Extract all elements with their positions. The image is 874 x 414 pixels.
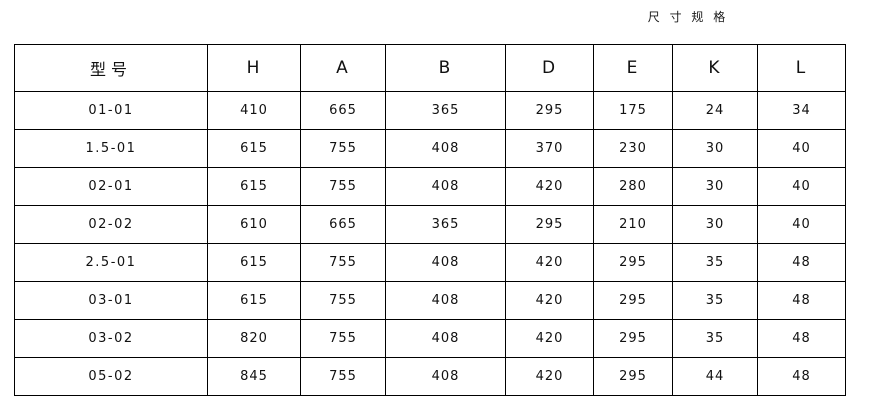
column-header-k: K [672, 44, 758, 92]
cell-model: 02-02 [14, 205, 208, 244]
cell-a: 665 [300, 91, 386, 130]
cell-a: 755 [300, 357, 386, 396]
cell-l: 40 [757, 205, 846, 244]
column-header-d: D [505, 44, 594, 92]
cell-a: 755 [300, 319, 386, 358]
cell-model: 05-02 [14, 357, 208, 396]
cell-d: 420 [505, 243, 594, 282]
column-header-a: A [300, 44, 386, 92]
cell-e: 295 [593, 319, 673, 358]
cell-d: 370 [505, 129, 594, 168]
cell-k: 30 [672, 129, 758, 168]
cell-e: 295 [593, 243, 673, 282]
cell-e: 295 [593, 281, 673, 320]
cell-model: 01-01 [14, 91, 208, 130]
cell-h: 410 [207, 91, 301, 130]
cell-k: 35 [672, 243, 758, 282]
cell-a: 755 [300, 129, 386, 168]
cell-k: 44 [672, 357, 758, 396]
cell-e: 280 [593, 167, 673, 206]
cell-model: 03-02 [14, 319, 208, 358]
cell-b: 408 [385, 319, 506, 358]
cell-model: 2.5-01 [14, 243, 208, 282]
cell-h: 615 [207, 243, 301, 282]
cell-d: 420 [505, 357, 594, 396]
cell-d: 420 [505, 319, 594, 358]
cell-b: 408 [385, 129, 506, 168]
cell-b: 408 [385, 357, 506, 396]
table-row: 03-02 820 755 408 420 295 35 48 [14, 319, 846, 358]
cell-e: 295 [593, 357, 673, 396]
cell-k: 24 [672, 91, 758, 130]
cell-l: 48 [757, 281, 846, 320]
cell-l: 48 [757, 243, 846, 282]
cell-l: 40 [757, 129, 846, 168]
table-header: 型号 H A B D E K L [14, 44, 846, 92]
cell-k: 30 [672, 167, 758, 206]
page-title: 尺 寸 规 格 [647, 10, 729, 24]
cell-k: 35 [672, 281, 758, 320]
cell-d: 420 [505, 281, 594, 320]
table-row: 02-01 615 755 408 420 280 30 40 [14, 167, 846, 206]
cell-h: 845 [207, 357, 301, 396]
cell-h: 615 [207, 129, 301, 168]
column-header-e: E [593, 44, 673, 92]
table-header-row: 型号 H A B D E K L [14, 44, 846, 92]
cell-l: 48 [757, 319, 846, 358]
cell-k: 35 [672, 319, 758, 358]
cell-h: 820 [207, 319, 301, 358]
cell-l: 40 [757, 167, 846, 206]
table-row: 02-02 610 665 365 295 210 30 40 [14, 205, 846, 244]
cell-l: 48 [757, 357, 846, 396]
cell-k: 30 [672, 205, 758, 244]
cell-model: 03-01 [14, 281, 208, 320]
dimension-spec-table: 型号 H A B D E K L 01-01 410 665 365 295 1… [14, 44, 846, 396]
cell-d: 295 [505, 205, 594, 244]
table-row: 2.5-01 615 755 408 420 295 35 48 [14, 243, 846, 282]
cell-a: 665 [300, 205, 386, 244]
cell-d: 295 [505, 91, 594, 130]
cell-a: 755 [300, 167, 386, 206]
cell-b: 408 [385, 281, 506, 320]
cell-e: 230 [593, 129, 673, 168]
cell-h: 615 [207, 167, 301, 206]
cell-b: 365 [385, 205, 506, 244]
column-header-h: H [207, 44, 301, 92]
column-header-b: B [385, 44, 506, 92]
cell-model: 02-01 [14, 167, 208, 206]
cell-d: 420 [505, 167, 594, 206]
cell-a: 755 [300, 243, 386, 282]
table-row: 03-01 615 755 408 420 295 35 48 [14, 281, 846, 320]
cell-b: 408 [385, 243, 506, 282]
cell-l: 34 [757, 91, 846, 130]
column-header-model: 型号 [14, 44, 208, 92]
cell-e: 175 [593, 91, 673, 130]
cell-a: 755 [300, 281, 386, 320]
column-header-l: L [757, 44, 846, 92]
cell-b: 408 [385, 167, 506, 206]
cell-model: 1.5-01 [14, 129, 208, 168]
cell-e: 210 [593, 205, 673, 244]
cell-h: 610 [207, 205, 301, 244]
table-row: 05-02 845 755 408 420 295 44 48 [14, 357, 846, 396]
table-row: 01-01 410 665 365 295 175 24 34 [14, 91, 846, 130]
cell-b: 365 [385, 91, 506, 130]
table-body: 01-01 410 665 365 295 175 24 34 1.5-01 6… [14, 91, 846, 396]
table-row: 1.5-01 615 755 408 370 230 30 40 [14, 129, 846, 168]
cell-h: 615 [207, 281, 301, 320]
